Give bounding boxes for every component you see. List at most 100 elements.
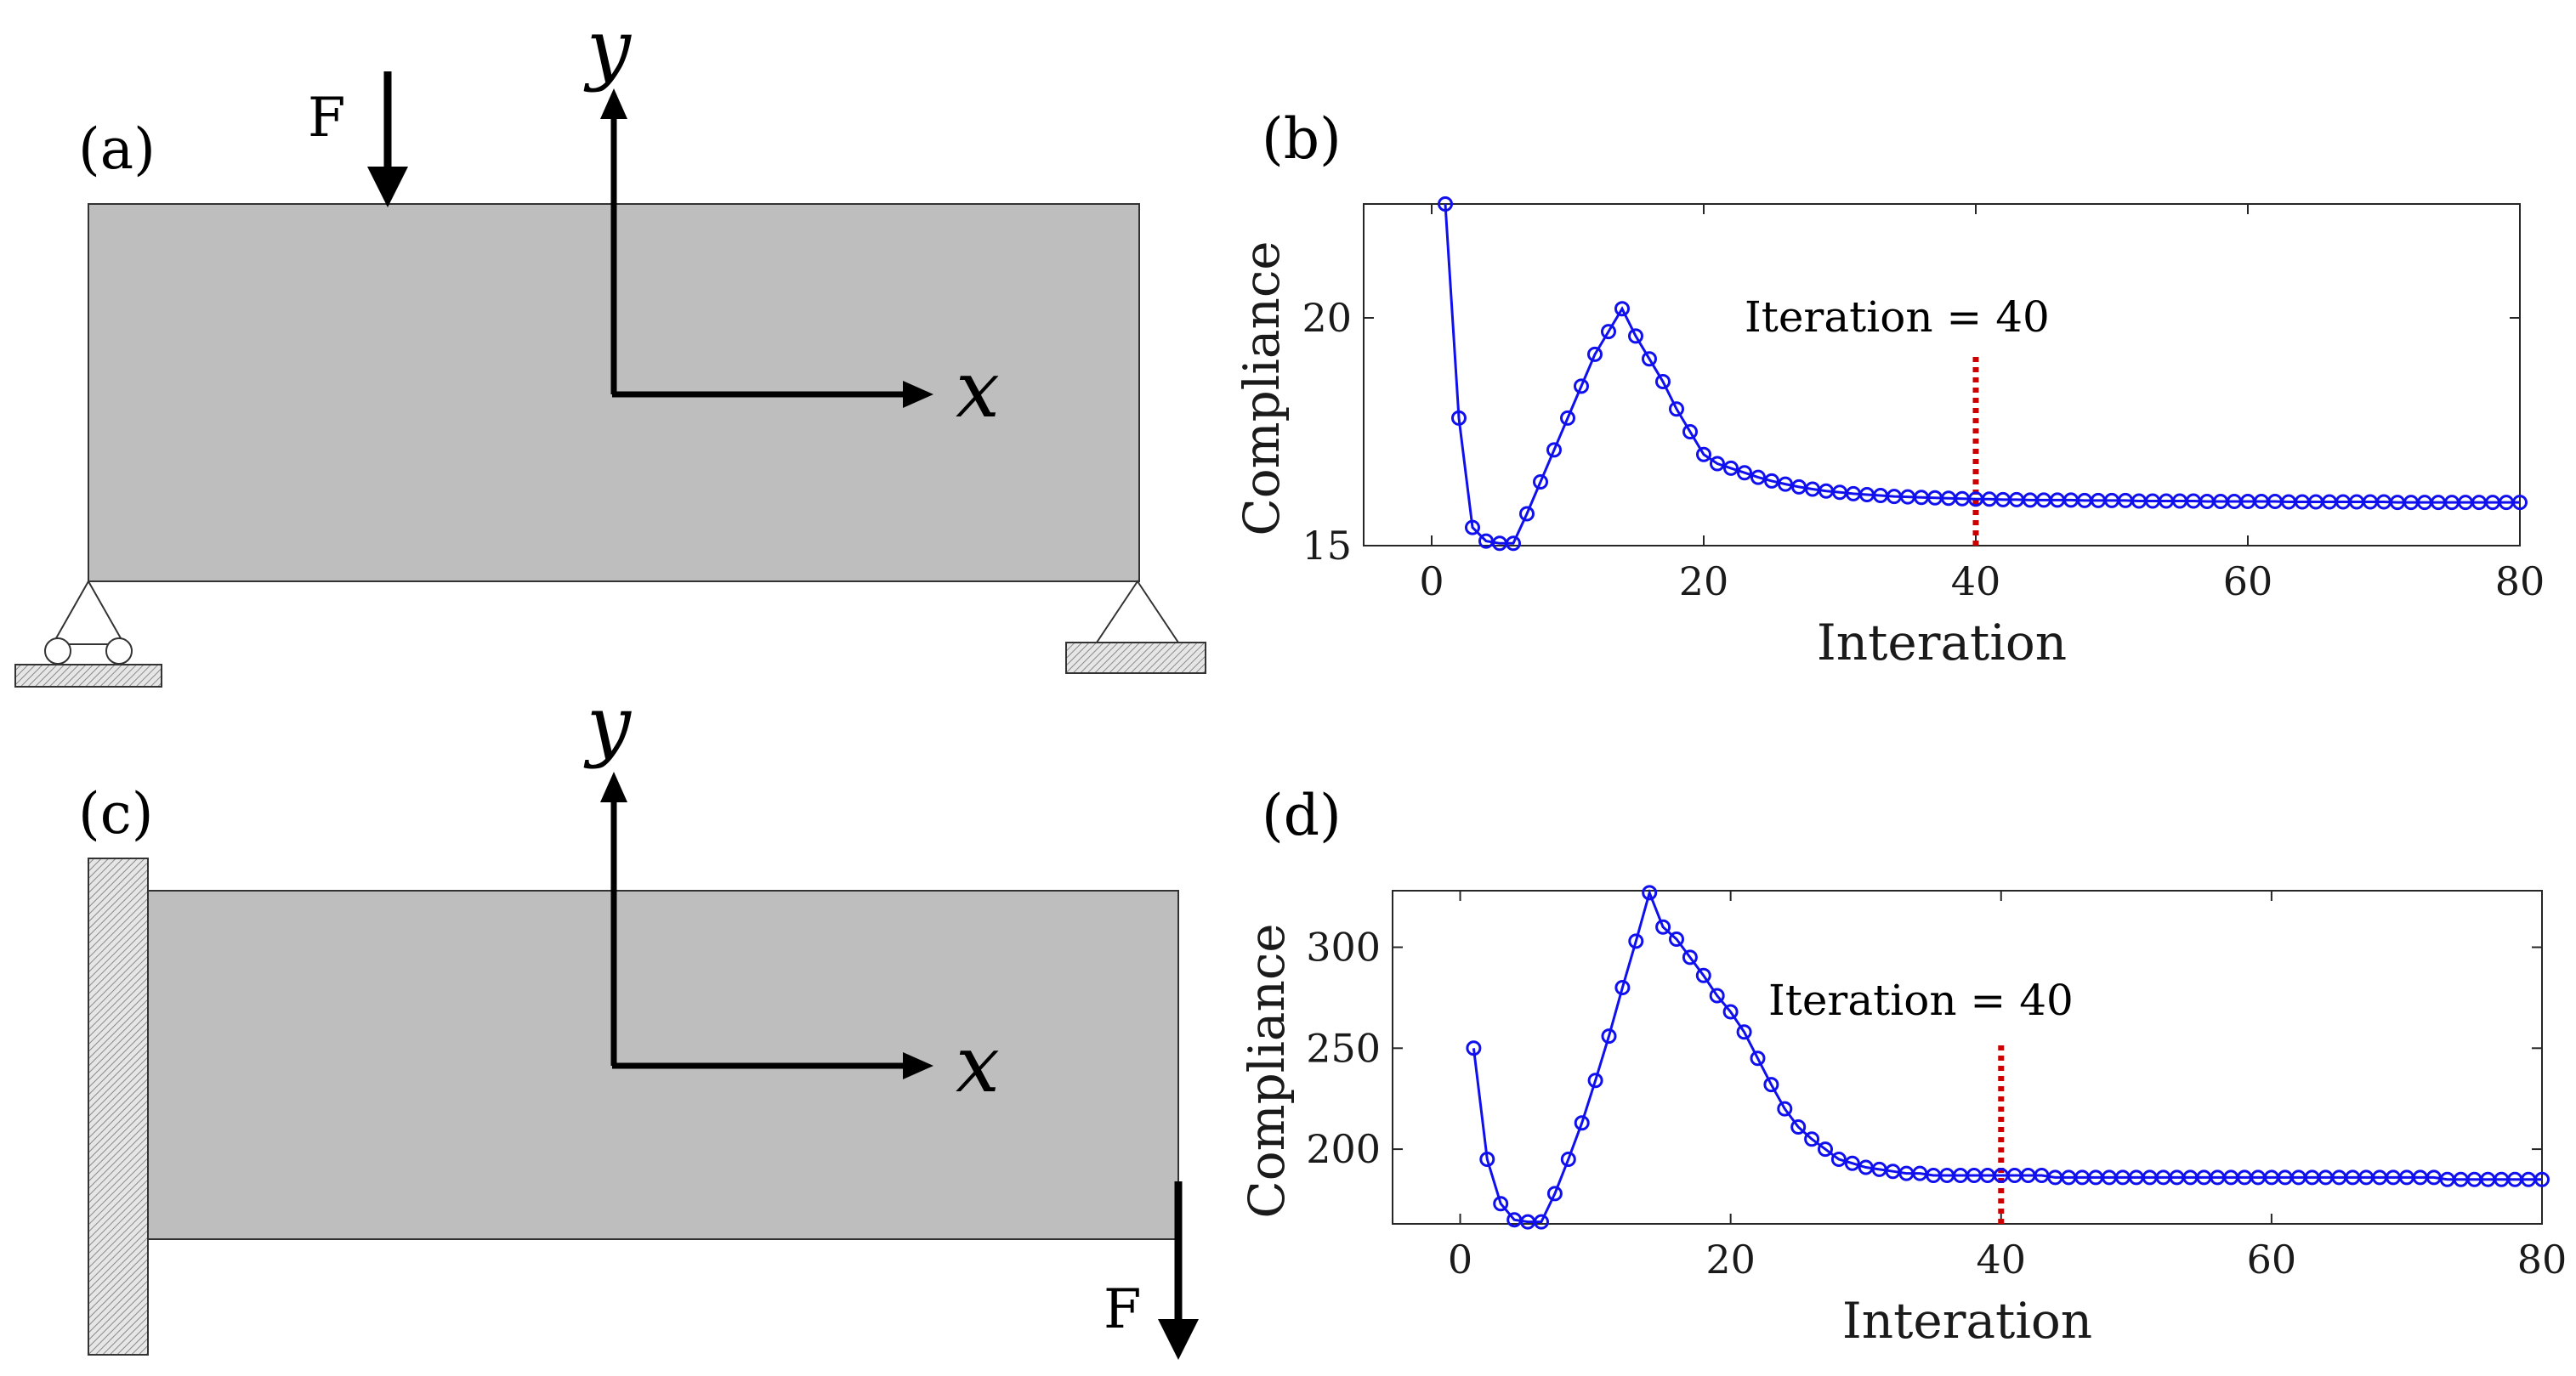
data-point [1777, 1101, 1793, 1117]
data-point [1709, 988, 1725, 1004]
chart-panel-label: (d) [1262, 783, 1342, 848]
x-arrowhead-a [903, 381, 933, 408]
data-point [1574, 1115, 1590, 1131]
chart-b: (b) 0 20 40 60 80 15 20 Interation Compliance Iter… [1233, 106, 2545, 671]
data-point [1763, 1077, 1779, 1093]
chart-panel-label: (b) [1262, 106, 1342, 172]
panel-c-label: (c) [78, 781, 153, 847]
data-point [1669, 401, 1684, 417]
force-arrowhead-a [367, 167, 408, 207]
annotation-text: Iteration = 40 [1768, 976, 2074, 1025]
data-point [1546, 442, 1562, 458]
data-point [1790, 1119, 1807, 1135]
data-point [1519, 506, 1535, 522]
x-axis-label-c: x [956, 1019, 1000, 1110]
data-point [2534, 1171, 2550, 1187]
data-point [1642, 351, 1657, 367]
panel-a: (a) F y x [14, 3, 1206, 688]
data-point [1587, 346, 1603, 362]
plot-frame [1392, 890, 2543, 1225]
data-point [1534, 1214, 1549, 1230]
panel-c: (c) F y x [78, 679, 1199, 1360]
data-point [1451, 410, 1467, 426]
data-point [1493, 1196, 1509, 1212]
data-point [1750, 1050, 1766, 1067]
data-point [1710, 456, 1725, 472]
x-tick-label: 80 [2517, 1237, 2567, 1283]
data-point [1614, 301, 1630, 317]
data-point [1830, 1152, 1847, 1167]
data-point [1465, 519, 1480, 535]
x-axis-label-a: x [956, 344, 1000, 435]
force-arrowhead-c [1158, 1319, 1199, 1360]
y-axis-label-a: y [583, 3, 632, 93]
y-axis-title: Compliance [1238, 923, 1296, 1218]
data-point [1696, 446, 1711, 462]
fixed-wall [88, 858, 149, 1356]
data-point [1614, 980, 1631, 995]
data-point [1844, 1155, 1860, 1171]
x-tick-label: 0 [1448, 1237, 1472, 1283]
data-point [1750, 469, 1766, 485]
data-point [1438, 196, 1453, 212]
y-arrowhead-a [600, 88, 627, 119]
x-axis-title: Interation [1842, 1292, 2092, 1350]
data-point [1722, 1004, 1739, 1020]
y-tick-label: 250 [1306, 1025, 1381, 1071]
y-axis-title: Compliance [1233, 241, 1291, 535]
x-arrowhead-c [903, 1052, 933, 1079]
x-tick-label: 40 [1976, 1237, 2026, 1283]
roller-support [14, 579, 162, 688]
panel-a-label: (a) [78, 116, 156, 182]
data-point [1736, 1024, 1752, 1040]
data-point [1587, 1073, 1603, 1089]
y-arrowhead-c [600, 772, 627, 802]
y-tick-label: 15 [1302, 523, 1352, 569]
data-point [1804, 1131, 1820, 1147]
data-point [1628, 933, 1644, 949]
x-tick-label: 40 [1951, 558, 2001, 604]
data-point [1574, 378, 1589, 394]
y-tick-label: 300 [1306, 925, 1381, 971]
data-point [1723, 460, 1739, 476]
data-point [1764, 473, 1779, 489]
annotation-text: Iteration = 40 [1745, 292, 2050, 342]
x-tick-label: 60 [2223, 558, 2273, 604]
y-tick-label: 200 [1306, 1126, 1381, 1172]
y-tick-label: 20 [1302, 295, 1352, 341]
force-label-c: F [1104, 1278, 1141, 1341]
data-point [1546, 1186, 1563, 1202]
data-point [1628, 328, 1643, 344]
data-point [1669, 931, 1684, 947]
data-point [2512, 495, 2528, 511]
x-tick-label: 60 [2247, 1237, 2297, 1283]
data-point [1778, 476, 1793, 492]
x-tick-label: 0 [1419, 558, 1444, 604]
y-axis-label-c: y [583, 679, 632, 770]
data-point [1479, 1152, 1495, 1167]
data-point [1560, 410, 1575, 426]
data-point [1533, 474, 1548, 490]
data-point [1818, 1141, 1833, 1158]
data-point [1506, 535, 1521, 552]
force-label-a: F [308, 87, 345, 150]
data-point [1601, 324, 1616, 340]
data-point [1655, 374, 1671, 389]
data-point [1682, 949, 1698, 965]
chart-d: (d) 0 20 40 60 80 200 250 300 Interation Complianc… [1238, 783, 2567, 1350]
data-point [1560, 1152, 1576, 1167]
data-point [1682, 424, 1698, 439]
data-point [1466, 1040, 1482, 1056]
data-point [1737, 465, 1752, 481]
data-point [1642, 885, 1658, 901]
data-point [1695, 967, 1711, 983]
series-line [1444, 203, 2520, 545]
x-tick-label: 20 [1679, 558, 1729, 604]
data-point [1601, 1028, 1617, 1045]
plot-frame [1363, 203, 2521, 546]
x-tick-label: 80 [2495, 558, 2545, 604]
pin-support [1065, 580, 1206, 674]
data-point [1655, 919, 1671, 935]
x-tick-label: 20 [1705, 1237, 1756, 1283]
